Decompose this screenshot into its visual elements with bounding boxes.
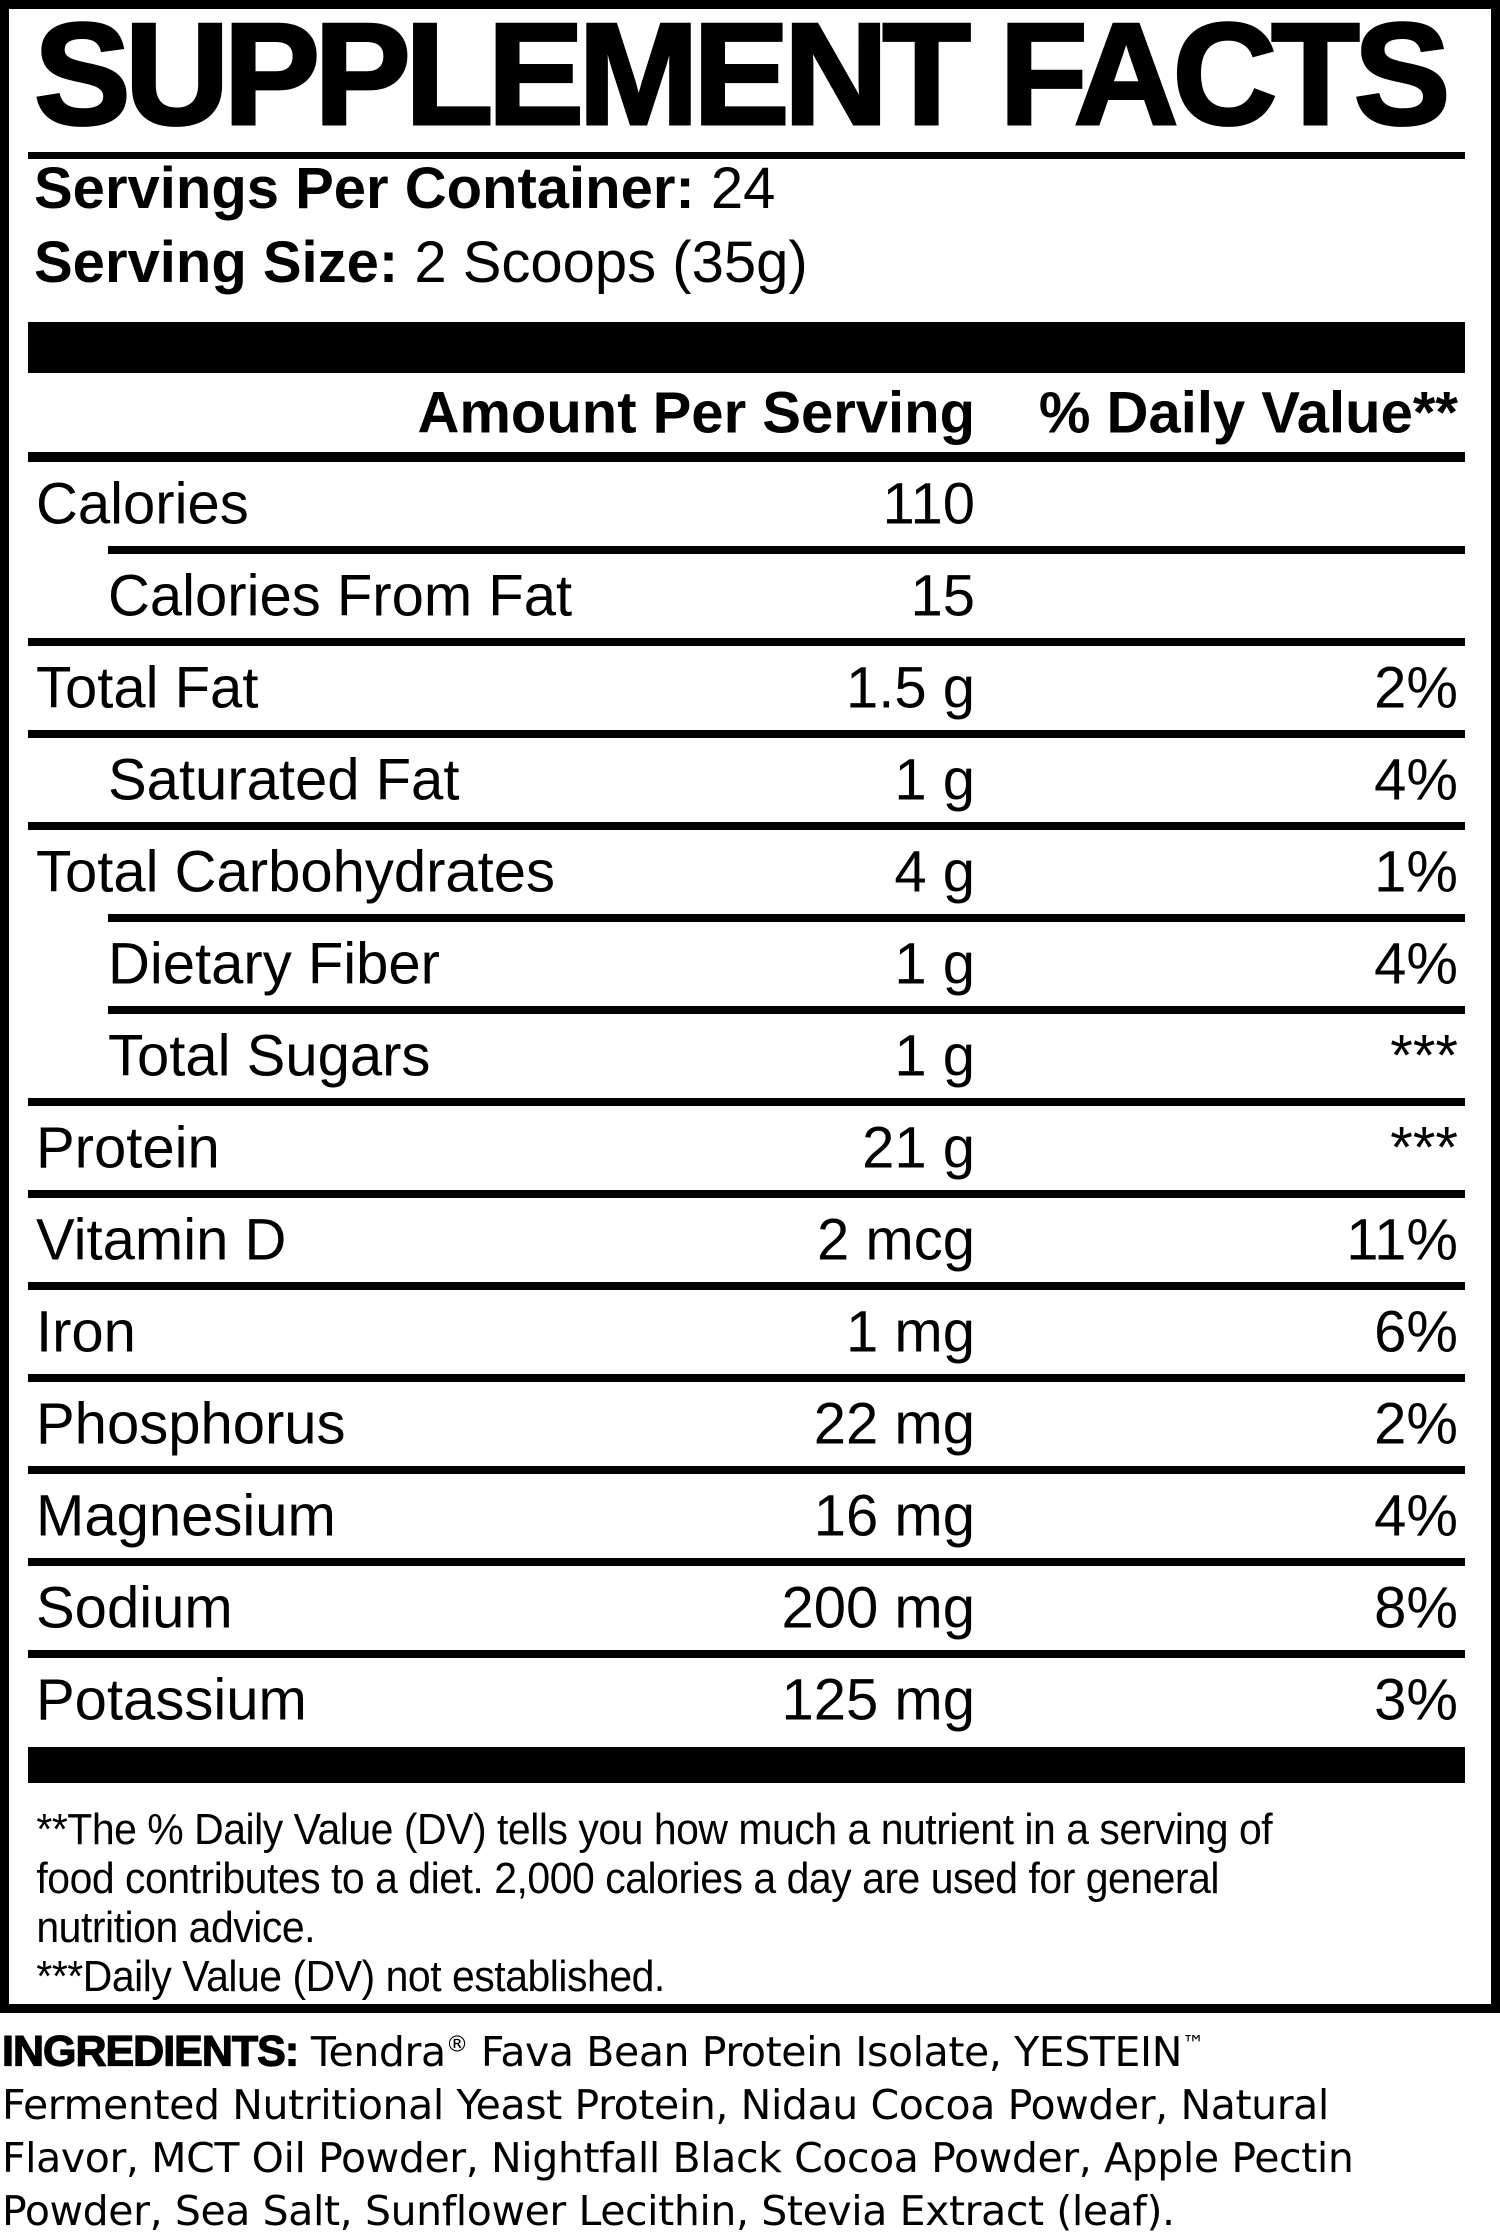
nutrient-name: Potassium: [36, 1667, 307, 1733]
nutrient-row-calories-from-fat: Calories From Fat 15: [28, 554, 1465, 638]
nutrient-name: Iron: [36, 1299, 136, 1365]
nutrient-name: Dietary Fiber: [108, 931, 440, 997]
nutrient-daily-value: 6%: [1374, 1299, 1458, 1365]
ingredients-line: INGREDIENTS: Tendra® Fava Bean Protein I…: [1, 2018, 1498, 2079]
separator-bar-top: [28, 322, 1465, 373]
nutrient-daily-value: ***: [1390, 1023, 1458, 1089]
table-header-divider: [28, 452, 1465, 462]
nutrient-amount: 110: [882, 471, 975, 537]
footnote-line: food contributes to a diet. 2,000 calori…: [36, 1854, 1220, 1903]
nutrient-daily-value: 4%: [1374, 747, 1458, 813]
row-divider: [28, 730, 1465, 738]
footnote-line: **The % Daily Value (DV) tells you how m…: [36, 1805, 1273, 1854]
nutrient-row-phosphorus: Phosphorus 22 mg 2%: [28, 1382, 1465, 1466]
row-divider: [28, 1098, 1465, 1106]
nutrient-name: Total Sugars: [108, 1023, 431, 1089]
ingredients-line: Fermented Nutritional Yeast Protein, Nid…: [2, 2080, 1329, 2129]
footnote-line: nutrition advice.: [36, 1903, 316, 1952]
servings-per-container-value: 24: [710, 156, 776, 221]
row-divider: [28, 1650, 1465, 1658]
nutrient-amount: 4 g: [894, 839, 975, 905]
row-divider: [28, 1282, 1465, 1290]
row-divider: [108, 1006, 1465, 1014]
nutrient-amount: 16 mg: [813, 1483, 975, 1549]
nutrient-daily-value: 2%: [1374, 655, 1458, 721]
nutrient-amount: 1.5 g: [846, 655, 975, 721]
row-divider: [28, 1466, 1465, 1474]
nutrient-name: Calories From Fat: [108, 563, 573, 629]
footnote-line: ***Daily Value (DV) not established.: [36, 1952, 665, 2001]
nutrient-amount: 2 mcg: [817, 1207, 975, 1273]
nutrient-amount: 1 g: [894, 1023, 975, 1089]
nutrient-daily-value: ***: [1390, 1115, 1458, 1181]
nutrient-name: Total Fat: [36, 655, 259, 721]
servings-per-container-label: Servings Per Container:: [34, 156, 695, 221]
ingredients-label: INGREDIENTS:: [1, 2027, 299, 2076]
nutrient-daily-value: 1%: [1374, 839, 1458, 905]
supplement-facts-panel: SUPPLEMENT FACTS Servings Per Container:…: [0, 0, 1500, 2013]
nutrient-name: Magnesium: [36, 1483, 336, 1549]
nutrient-daily-value: 3%: [1374, 1667, 1458, 1733]
nutrient-amount: 1 g: [894, 931, 975, 997]
nutrient-name: Vitamin D: [36, 1207, 287, 1273]
amount-per-serving-header: Amount Per Serving: [417, 380, 975, 445]
serving-size-value: 2 Scoops (35g): [414, 230, 808, 295]
nutrient-daily-value: 4%: [1374, 931, 1458, 997]
nutrient-daily-value: 2%: [1374, 1391, 1458, 1457]
nutrient-name: Total Carbohydrates: [36, 839, 556, 905]
nutrient-name: Phosphorus: [36, 1391, 346, 1457]
title-divider: [28, 152, 1465, 159]
nutrient-row-magnesium: Magnesium 16 mg 4%: [28, 1474, 1465, 1558]
nutrient-name: Sodium: [36, 1575, 233, 1641]
nutrient-name: Calories: [36, 471, 249, 537]
daily-value-header: % Daily Value**: [1038, 380, 1458, 445]
row-divider: [108, 914, 1465, 922]
nutrient-amount: 22 mg: [813, 1391, 975, 1457]
serving-size-line: Serving Size: 2 Scoops (35g): [28, 233, 1465, 293]
nutrient-row-vitamin-d: Vitamin D 2 mcg 11%: [28, 1198, 1465, 1282]
table-header-row: Amount Per Serving % Daily Value**: [28, 373, 1465, 452]
nutrient-amount: 200 mg: [781, 1575, 975, 1641]
nutrition-table: Calories 110 Calories From Fat 15 Total Fat 1…: [28, 462, 1465, 1742]
nutrient-row-saturated-fat: Saturated Fat 1 g 4%: [28, 738, 1465, 822]
nutrient-row-dietary-fiber: Dietary Fiber 1 g 4%: [28, 922, 1465, 1006]
nutrient-row-total-fat: Total Fat 1.5 g 2%: [28, 646, 1465, 730]
nutrient-amount: 21 g: [862, 1115, 975, 1181]
row-divider: [28, 822, 1465, 830]
nutrient-row-calories: Calories 110: [28, 462, 1465, 546]
row-divider: [28, 1558, 1465, 1566]
nutrient-amount: 1 g: [894, 747, 975, 813]
nutrient-row-protein: Protein 21 g ***: [28, 1106, 1465, 1190]
nutrient-daily-value: 8%: [1374, 1575, 1458, 1641]
nutrient-daily-value: 4%: [1374, 1483, 1458, 1549]
nutrient-amount: 125 mg: [781, 1667, 975, 1733]
nutrient-name: Saturated Fat: [108, 747, 460, 813]
row-divider: [28, 1374, 1465, 1382]
row-divider: [108, 546, 1465, 554]
ingredients-line: Powder, Sea Salt, Sunflower Lecithin, St…: [2, 2186, 1175, 2235]
ingredients-text: Tendra® Fava Bean Protein Isolate, YESTE…: [298, 2027, 1205, 2076]
nutrient-row-iron: Iron 1 mg 6%: [28, 1290, 1465, 1374]
ingredients-line: Flavor, MCT Oil Powder, Nightfall Black …: [2, 2133, 1354, 2182]
row-divider: [28, 1190, 1465, 1198]
nutrient-daily-value: 11%: [1346, 1207, 1458, 1273]
nutrient-name: Protein: [36, 1115, 220, 1181]
ingredients-paragraph: INGREDIENTS: Tendra® Fava Bean Protein I…: [1, 2018, 1498, 2238]
panel-title: SUPPLEMENT FACTS: [33, 0, 1453, 155]
footnotes: **The % Daily Value (DV) tells you how m…: [28, 1805, 1364, 2001]
servings-per-container-line: Servings Per Container: 24: [28, 159, 1465, 219]
nutrient-amount: 15: [910, 563, 975, 629]
nutrient-row-potassium: Potassium 125 mg 3%: [28, 1658, 1465, 1742]
nutrient-row-total-carbohydrates: Total Carbohydrates 4 g 1%: [28, 830, 1465, 914]
separator-bar-bottom: [28, 1747, 1465, 1783]
nutrient-row-total-sugars: Total Sugars 1 g ***: [28, 1014, 1465, 1098]
nutrient-amount: 1 mg: [846, 1299, 975, 1365]
serving-size-label: Serving Size:: [34, 230, 399, 295]
nutrient-row-sodium: Sodium 200 mg 8%: [28, 1566, 1465, 1650]
row-divider: [28, 638, 1465, 646]
